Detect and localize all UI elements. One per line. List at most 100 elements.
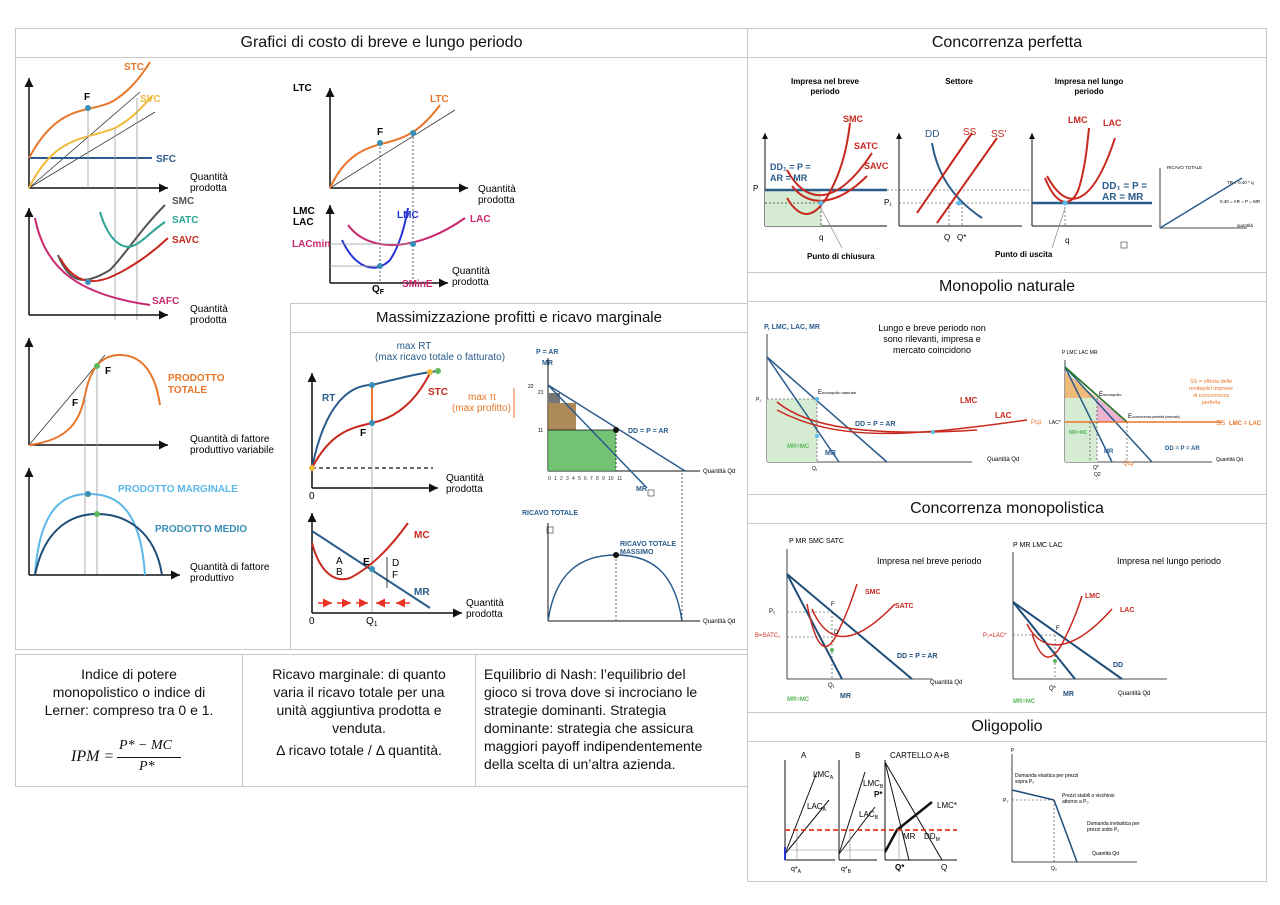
nat-lmc-lac: LMC = LAC: [1229, 421, 1262, 427]
oligo-lmcb: LMCB: [863, 779, 884, 790]
tr-small: TR = 0,40 * q: [1227, 180, 1254, 185]
q-prod-p1-a: Quantità: [446, 473, 484, 484]
nash-line-2: gioco si trova dove si incrociano le: [484, 684, 698, 700]
dd1-pc-a: DD₁ = P =: [770, 162, 811, 172]
nat-emon2: Emonopolio: [1099, 392, 1122, 398]
oligo-charts: A B CARTELLO A+B LMCA LACA q*A LMCB P* L…: [784, 748, 1140, 875]
sfc-label: SFC: [156, 154, 176, 165]
nat-ss-b: molteplici imprese: [1189, 386, 1233, 392]
h3a: Impresa nel lungo: [1055, 77, 1124, 86]
nash-line-1: Equilibrio di Nash: l’equilibrio del: [484, 666, 686, 682]
monop-smc: SMC: [865, 589, 881, 596]
oligo-el-b: sopra P₀: [1015, 779, 1034, 785]
nat-ss-c: di concorrenza: [1193, 393, 1230, 399]
qf-label: QF: [372, 284, 385, 296]
lerner-formula: IPM = P* − MC P*: [71, 738, 201, 778]
q-prod-p2-b: prodotta: [466, 609, 503, 620]
oligo-q: Q: [941, 863, 947, 872]
smc-pc: SMC: [843, 114, 864, 124]
nat-qd2: Quantità Qd: [1216, 457, 1243, 463]
nat-ss-d: perfetta: [1202, 400, 1222, 406]
costs-charts: STC SVC SFC F Quantità prodotta SMC SATC…: [24, 61, 516, 584]
monop-mr: MR: [840, 693, 851, 700]
nat-yaxis: P, LMC, LAC, MR: [764, 324, 820, 331]
savc-label: SAVC: [172, 235, 199, 246]
quantita-small: quantità: [1237, 223, 1254, 228]
oligo-mr: MR: [903, 832, 916, 841]
oligo-qa: q*A: [791, 866, 802, 875]
mr-label-p2: MR: [636, 486, 647, 493]
natural-charts: P, LMC, LAC, MR Lungo e breve periodo no…: [756, 323, 1262, 478]
tick-x-10: 10: [608, 476, 614, 482]
q1-label: Q1: [366, 616, 378, 628]
lmc-lac-y-b: LAC: [293, 217, 314, 228]
monop-qstar: Q*: [1049, 686, 1057, 692]
q-prod-lac-b: prodotta: [452, 277, 489, 288]
h1a: Impresa nel breve: [791, 77, 860, 86]
monop-q1: Q₁: [828, 683, 835, 689]
tick-x-0: 0: [548, 476, 551, 482]
f-label-ltc: F: [377, 127, 383, 138]
monop-qd2: Quantità Qd: [1118, 691, 1150, 697]
oligo-panel: Oligopolio: [747, 712, 1267, 882]
rt-massimo-b: MASSIMO: [620, 549, 654, 556]
monop-bsatc: B=SATC₁: [755, 633, 780, 639]
monop-d: D: [834, 630, 839, 636]
rt-small: RICAVO TOTALE: [1167, 165, 1202, 170]
tick-x-5: 5: [578, 476, 581, 482]
p1-pc: P₁: [884, 198, 892, 207]
q-fatt-var-a: Quantità di fattore: [190, 434, 270, 445]
max-rt-b: (max ricavo totale o fatturato): [375, 352, 505, 363]
q-fatt-var-b: produttivo variabile: [190, 445, 274, 456]
lac-pc: LAC: [1103, 118, 1122, 128]
q-fatt-b: produttivo: [190, 573, 234, 584]
nat-qd: Quantità Qd: [987, 457, 1019, 463]
stc-label-p: STC: [428, 387, 448, 398]
tick-y-11: 11: [538, 428, 543, 434]
q-prod-ltc-b: prodotta: [478, 195, 515, 206]
lerner-line-2: monopolistico o indice di: [52, 684, 206, 700]
mc-label: MC: [414, 530, 430, 541]
ltc-curve-label: LTC: [430, 94, 449, 105]
f-label-3a: F: [105, 366, 111, 377]
profit-charts: max RT (max ricavo totale o fatturato) R…: [307, 341, 735, 628]
monop-yaxis1: P MR SMC SATC: [789, 538, 844, 545]
monop-h2: Impresa nel lungo periodo: [1117, 556, 1221, 566]
nash-box: Equilibrio di Nash: l’equilibrio del gio…: [475, 654, 748, 787]
nat-qstar: Q*: [1093, 465, 1099, 471]
q-prod-label-1b: prodotta: [190, 183, 227, 194]
nat-note-b: sono rilevanti, impresa e: [883, 334, 981, 344]
h2: Settore: [945, 77, 973, 86]
tick-x-8: 8: [596, 476, 599, 482]
oligo-lmcstar: LMC*: [937, 801, 957, 810]
prod-totale-label-b: TOTALE: [168, 385, 207, 396]
costs-title: Grafici di costo di breve e lungo period…: [16, 29, 747, 58]
nat-lmc: LMC: [960, 396, 978, 405]
p-ar-label: P = AR: [536, 349, 558, 356]
prod-medio-label: PRODOTTO MEDIO: [155, 524, 247, 535]
nat-lac: LAC: [995, 411, 1012, 420]
oligo-b: B: [855, 751, 860, 760]
nat-note-a: Lungo e breve periodo non: [878, 323, 986, 333]
qq-pc: Q: [944, 233, 950, 242]
p-pc: P: [753, 184, 758, 193]
b-label: B: [336, 567, 343, 578]
nat-p1: P₁: [756, 397, 761, 403]
nat-emon: Emonopolio naturale: [818, 390, 857, 396]
nat-mr2: MR: [1104, 449, 1114, 455]
dd1b-a: DD₁ = P =: [1102, 181, 1147, 192]
punto-chiusura: Punto di chiusura: [807, 252, 875, 261]
stc-chart: STC SVC SFC F Quantità prodotta: [24, 61, 228, 320]
nat-yaxis2: P LMC LAC MR: [1062, 350, 1098, 356]
oligo-lacb: LACB: [859, 810, 879, 821]
q-prod-p1-b: prodotta: [446, 484, 483, 495]
prod-totale-chart: F F PRODOTTO TOTALE Quantità di fattore …: [24, 338, 274, 575]
tick-x-6: 6: [584, 476, 587, 482]
monop-satc: SATC: [895, 603, 914, 610]
oligo-cartel: CARTELLO A+B: [890, 751, 949, 760]
f-label-p: F: [360, 428, 366, 439]
q-prod-label-2b: prodotta: [190, 315, 227, 326]
q-prod-label-2a: Quantità: [190, 304, 228, 315]
max-rt-a: max RT: [397, 341, 432, 352]
h1b: periodo: [810, 87, 839, 96]
